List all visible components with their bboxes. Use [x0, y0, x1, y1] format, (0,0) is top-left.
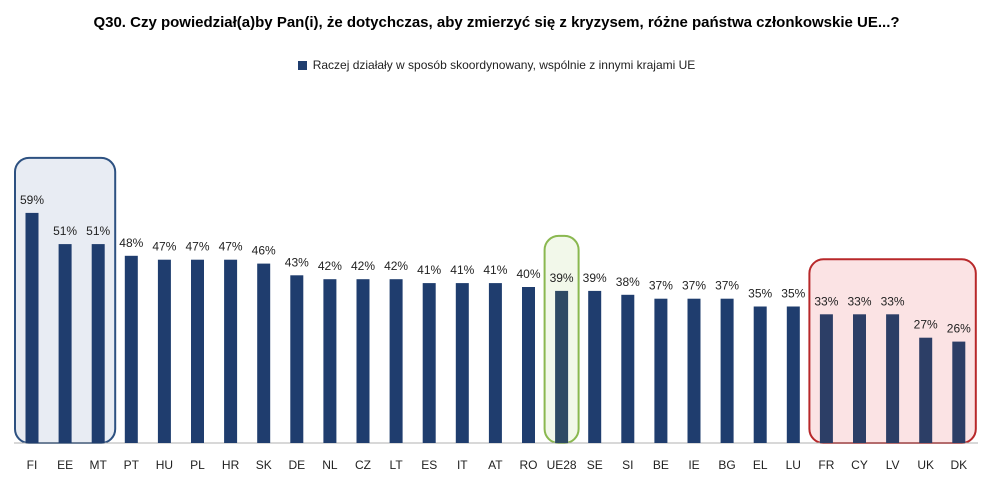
value-label-se: 39%	[583, 271, 607, 285]
category-label-uk: UK	[917, 458, 934, 472]
value-label-nl: 42%	[318, 259, 342, 273]
bar-hr	[224, 259, 238, 443]
bar-lv	[886, 314, 900, 443]
bar-ro	[522, 287, 535, 443]
category-label-el: EL	[753, 458, 768, 472]
category-label-cy: CY	[851, 458, 868, 472]
category-label-se: SE	[587, 458, 603, 472]
category-label-ee: EE	[57, 458, 73, 472]
category-label-si: SI	[622, 458, 633, 472]
value-label-ee: 51%	[53, 224, 77, 238]
bar-at	[488, 283, 502, 443]
category-label-it: IT	[457, 458, 468, 472]
value-label-si: 38%	[616, 275, 640, 289]
category-label-at: AT	[488, 458, 503, 472]
bar-bg	[720, 298, 734, 443]
category-label-nl: NL	[322, 458, 338, 472]
chart-title: Q30. Czy powiedział(a)by Pan(i), że doty…	[93, 14, 900, 31]
category-label-lu: LU	[786, 458, 801, 472]
category-label-mt: MT	[90, 458, 108, 472]
bar-it	[455, 283, 469, 443]
bar-uk	[919, 337, 933, 443]
bar-sk	[257, 263, 271, 443]
legend-label: Raczej działały w sposób skoordynowany, …	[312, 58, 696, 72]
value-label-hr: 47%	[219, 240, 243, 254]
value-label-at: 41%	[483, 263, 507, 277]
bar-fr	[819, 314, 833, 443]
category-label-ue28: UE28	[547, 458, 577, 472]
bar-si	[621, 294, 635, 443]
bar-fi	[25, 212, 39, 443]
bar-de	[290, 275, 304, 443]
value-label-ie: 37%	[682, 279, 706, 293]
value-label-be: 37%	[649, 279, 673, 293]
bar-lt	[389, 279, 403, 443]
category-label-sk: SK	[256, 458, 272, 472]
bar-cz	[356, 279, 370, 443]
bar-es	[422, 283, 436, 443]
bar-hu	[157, 259, 171, 443]
value-label-sk: 46%	[252, 244, 276, 258]
value-label-fr: 33%	[814, 294, 838, 308]
value-label-el: 35%	[748, 287, 772, 301]
category-label-ie: IE	[688, 458, 699, 472]
bar-pl	[191, 259, 204, 443]
category-label-fi: FI	[27, 458, 38, 472]
value-label-mt: 51%	[86, 224, 110, 238]
bar-ee	[58, 244, 72, 443]
bar-lu	[786, 306, 800, 443]
category-label-lv: LV	[886, 458, 900, 472]
value-label-pl: 47%	[185, 240, 209, 254]
value-label-cy: 33%	[847, 294, 871, 308]
value-label-it: 41%	[450, 263, 474, 277]
bar-pt	[124, 255, 138, 443]
value-label-lu: 35%	[781, 287, 805, 301]
bar-se	[588, 290, 602, 443]
value-label-de: 43%	[285, 255, 309, 269]
category-label-lt: LT	[390, 458, 404, 472]
value-label-bg: 37%	[715, 279, 739, 293]
value-label-dk: 26%	[947, 322, 971, 336]
category-label-de: DE	[288, 458, 305, 472]
value-label-lt: 42%	[384, 259, 408, 273]
category-label-bg: BG	[718, 458, 735, 472]
category-label-cz: CZ	[355, 458, 371, 472]
category-label-dk: DK	[950, 458, 967, 472]
category-label-hu: HU	[156, 458, 173, 472]
bar-nl	[323, 279, 337, 443]
category-label-be: BE	[653, 458, 669, 472]
value-label-pt: 48%	[119, 236, 143, 250]
category-label-pl: PL	[190, 458, 205, 472]
value-label-lv: 33%	[881, 294, 905, 308]
legend-swatch	[297, 61, 307, 70]
bar-el	[753, 306, 767, 443]
category-label-es: ES	[421, 458, 437, 472]
bar-dk	[952, 341, 966, 443]
bar-cy	[853, 314, 866, 443]
value-label-es: 41%	[417, 263, 441, 277]
value-label-ue28: 39%	[550, 271, 574, 285]
value-label-fi: 59%	[20, 193, 44, 207]
value-label-ro: 40%	[516, 267, 540, 281]
value-label-uk: 27%	[914, 318, 938, 332]
value-label-hu: 47%	[152, 240, 176, 254]
bar-ie	[687, 298, 701, 443]
legend: Raczej działały w sposób skoordynowany, …	[0, 58, 993, 72]
value-label-cz: 42%	[351, 259, 375, 273]
category-label-ro: RO	[520, 458, 538, 472]
category-label-pt: PT	[124, 458, 140, 472]
bar-be	[654, 298, 668, 443]
category-label-fr: FR	[818, 458, 834, 472]
bar-mt	[91, 244, 105, 443]
category-label-hr: HR	[222, 458, 240, 472]
bar-ue28	[555, 290, 569, 443]
